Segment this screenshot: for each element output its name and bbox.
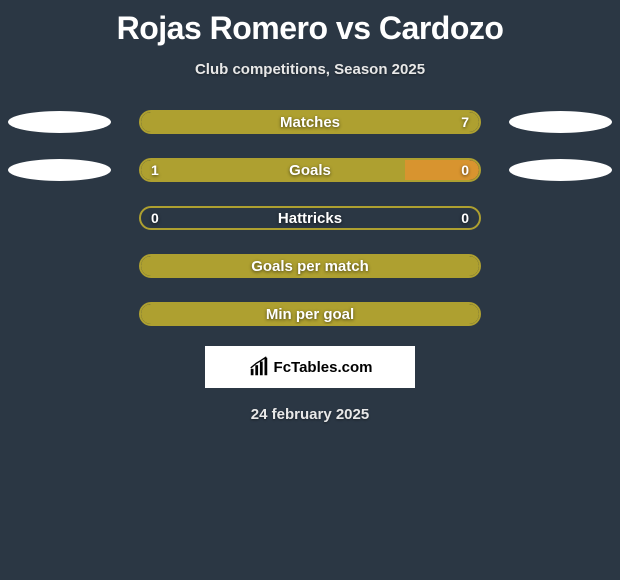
attribution-box: FcTables.com: [205, 346, 415, 388]
player-left-ellipse: [8, 111, 111, 133]
stat-row-goals: 1 Goals 0: [0, 158, 620, 182]
stat-bar: 0 Hattricks 0: [139, 206, 481, 230]
date-label: 24 february 2025: [0, 406, 620, 423]
stat-label: Goals: [289, 162, 331, 179]
stat-value-right: 0: [461, 210, 469, 226]
stat-bar: Min per goal: [139, 302, 481, 326]
player-left-ellipse: [8, 159, 111, 181]
chart-icon: [248, 356, 270, 378]
stat-value-right: 7: [461, 114, 469, 130]
stat-row-goals-per-match: Goals per match: [0, 254, 620, 278]
stat-row-min-per-goal: Min per goal: [0, 302, 620, 326]
player-right-ellipse: [509, 111, 612, 133]
stat-bar: 1 Goals 0: [139, 158, 481, 182]
stats-container: Matches 7 1 Goals 0 0 Hattricks 0 Goals …: [0, 110, 620, 326]
stat-bar: Goals per match: [139, 254, 481, 278]
stat-row-hattricks: 0 Hattricks 0: [0, 206, 620, 230]
stat-bar: Matches 7: [139, 110, 481, 134]
stat-label: Min per goal: [266, 306, 354, 323]
stat-value-right: 0: [461, 162, 469, 178]
stat-label: Goals per match: [251, 258, 369, 275]
page-title: Rojas Romero vs Cardozo: [0, 0, 620, 47]
attribution-text: FcTables.com: [274, 359, 373, 376]
stat-row-matches: Matches 7: [0, 110, 620, 134]
stat-label: Matches: [280, 114, 340, 131]
stat-value-left: 0: [151, 210, 159, 226]
player-right-ellipse: [509, 159, 612, 181]
page-subtitle: Club competitions, Season 2025: [0, 61, 620, 78]
bar-fill-left: [141, 160, 405, 180]
stat-label: Hattricks: [278, 210, 342, 227]
stat-value-left: 1: [151, 162, 159, 178]
